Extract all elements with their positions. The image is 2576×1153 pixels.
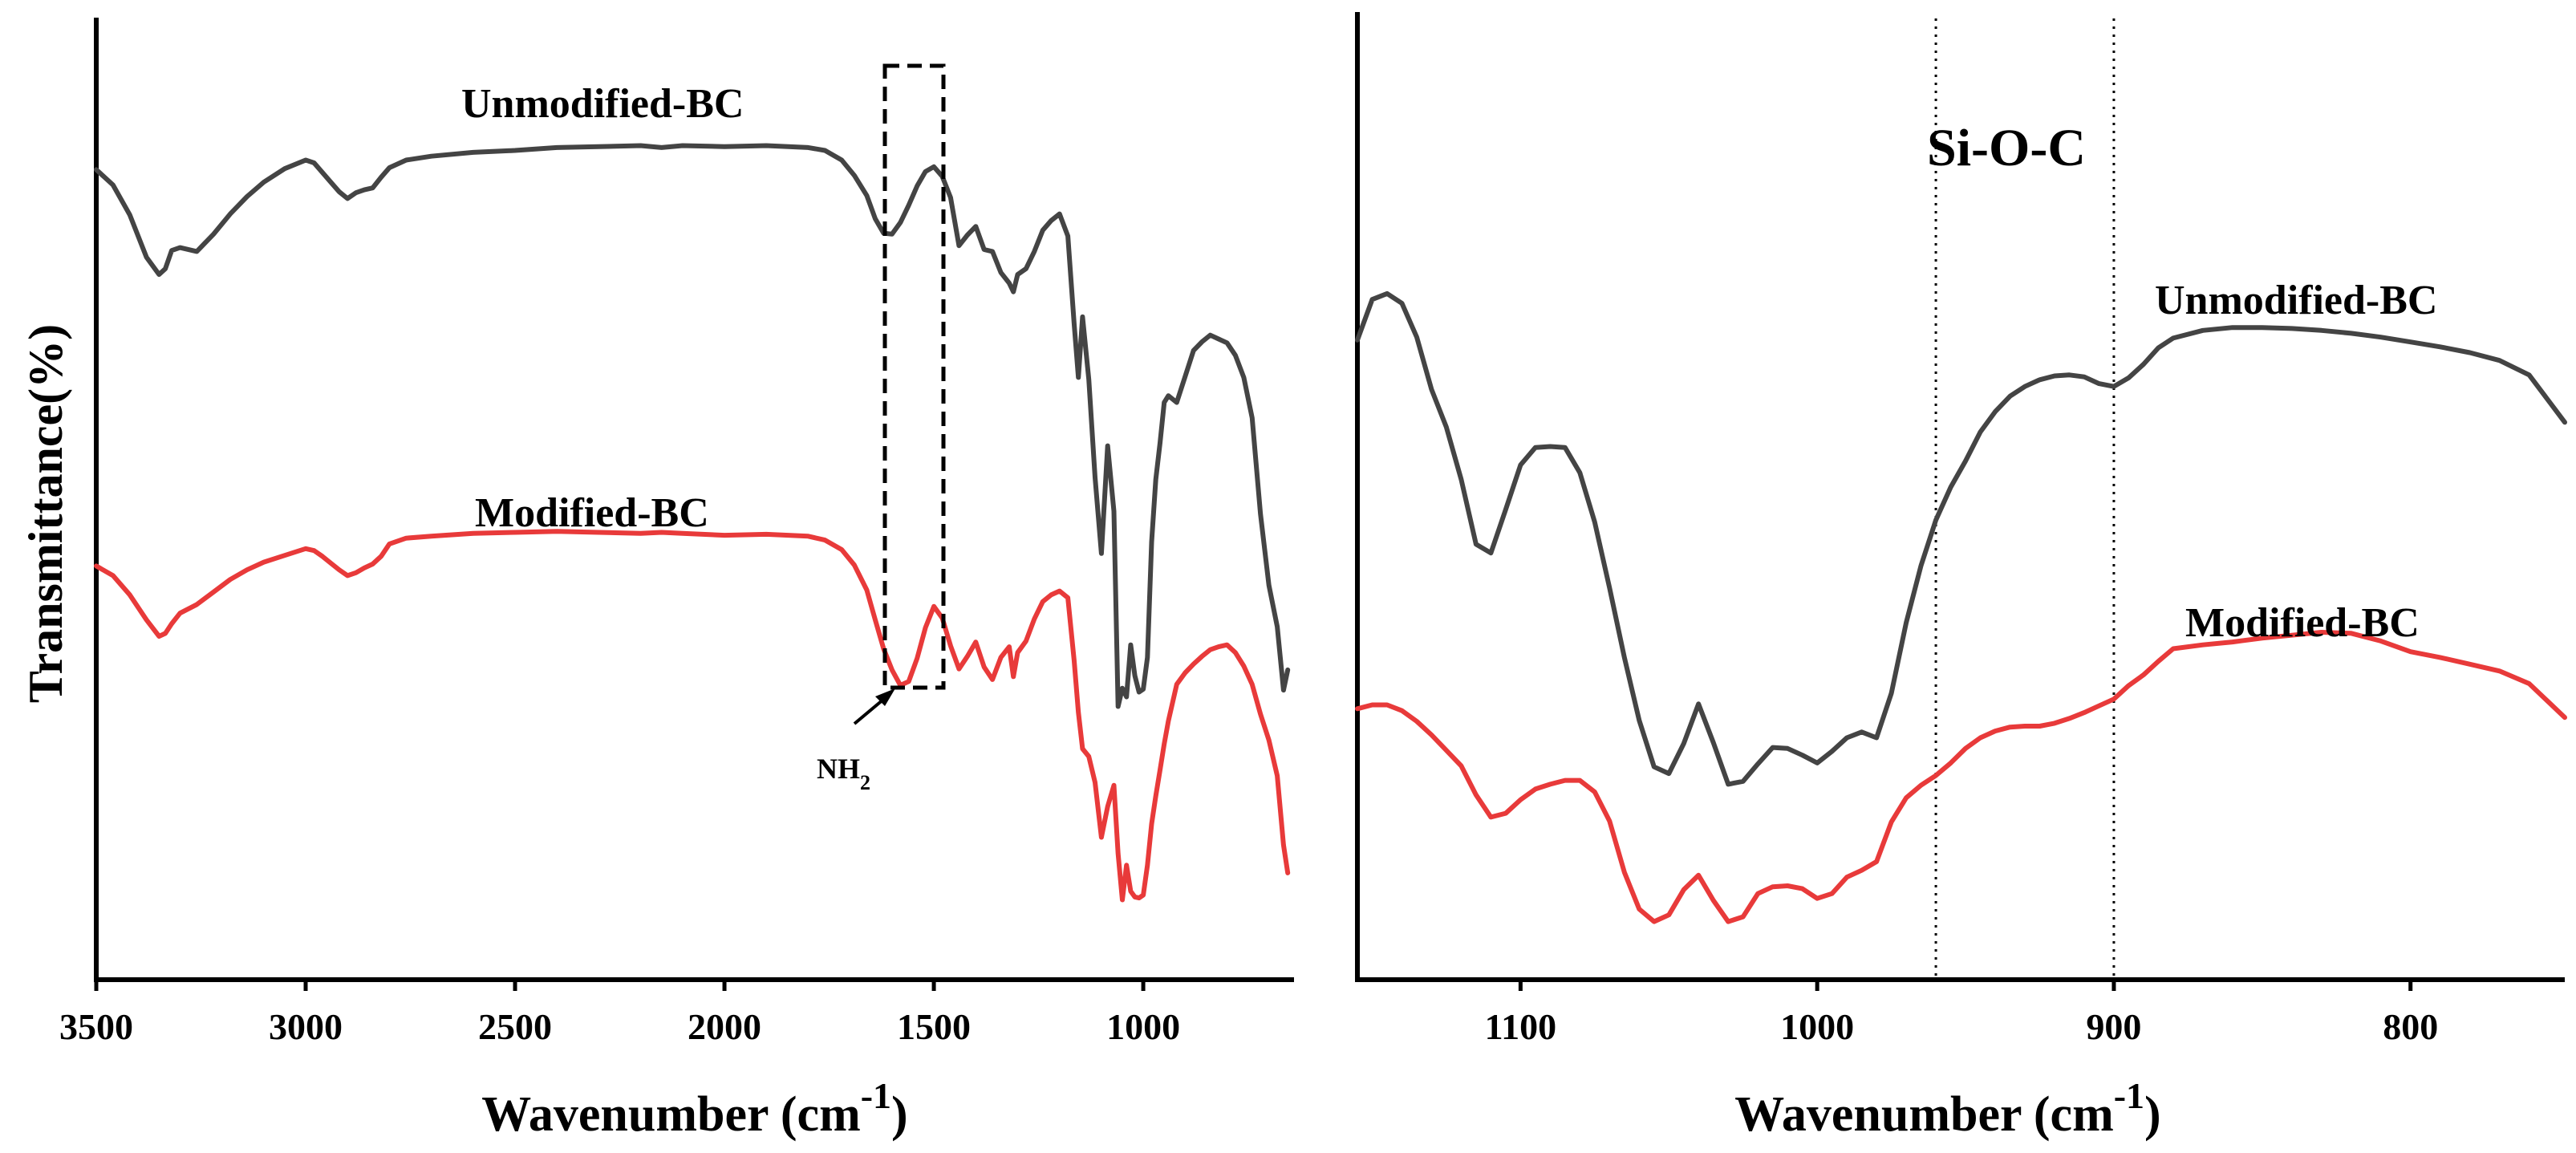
right-x-tick-label-900: 900 xyxy=(2086,1006,2141,1047)
left-ticks xyxy=(94,980,1146,991)
left-x-tick-label-2000: 2000 xyxy=(688,1006,761,1047)
y-axis-label: Transmittance(%) xyxy=(19,324,72,703)
right-series xyxy=(1355,290,2567,924)
left-x-tick-label-3500: 3500 xyxy=(59,1006,133,1047)
left-x-tick-label-2500: 2500 xyxy=(478,1006,552,1047)
left-panel: 3500 3000 2500 2000 1500 1000 NH2 Unmodified-… xyxy=(19,18,1294,1142)
right-x-tick-label-800: 800 xyxy=(2383,1006,2438,1047)
right-ticks xyxy=(1518,980,2413,991)
nh2-label: NH2 xyxy=(817,753,870,794)
right-panel: 1100 1000 900 800 Si-O-C Unmodified-BC Modi… xyxy=(1355,12,2567,1142)
left-label-unmodified-bc: Unmodified-BC xyxy=(461,81,744,127)
left-x-tick-label-3000: 3000 xyxy=(269,1006,343,1047)
left-series-modified-bc xyxy=(94,529,1291,903)
nh2-arrow-head xyxy=(875,688,895,706)
right-x-tick-label-1100: 1100 xyxy=(1485,1006,1556,1047)
right-series-modified-bc xyxy=(1355,630,2567,924)
left-tick-labels: 3500 3000 2500 2000 1500 1000 xyxy=(59,1006,1180,1047)
right-tick-labels: 1100 1000 900 800 xyxy=(1485,1006,2439,1047)
right-label-unmodified-bc: Unmodified-BC xyxy=(2155,278,2437,323)
left-x-tick-label-1000: 1000 xyxy=(1106,1006,1180,1047)
si-o-c-label: Si-O-C xyxy=(1927,119,2086,177)
left-x-tick-label-1500: 1500 xyxy=(897,1006,971,1047)
left-series-unmodified-bc xyxy=(94,143,1291,709)
right-series-unmodified-bc xyxy=(1355,290,2567,787)
left-series xyxy=(94,143,1291,903)
left-x-axis-label: Wavenumber (cm-1) xyxy=(481,1075,907,1142)
right-label-modified-bc: Modified-BC xyxy=(2185,600,2420,646)
nh2-dashed-box xyxy=(882,63,946,690)
left-label-modified-bc: Modified-BC xyxy=(475,490,709,536)
right-x-axis-label: Wavenumber (cm-1) xyxy=(1734,1075,2160,1142)
right-x-tick-label-1000: 1000 xyxy=(1780,1006,1854,1047)
